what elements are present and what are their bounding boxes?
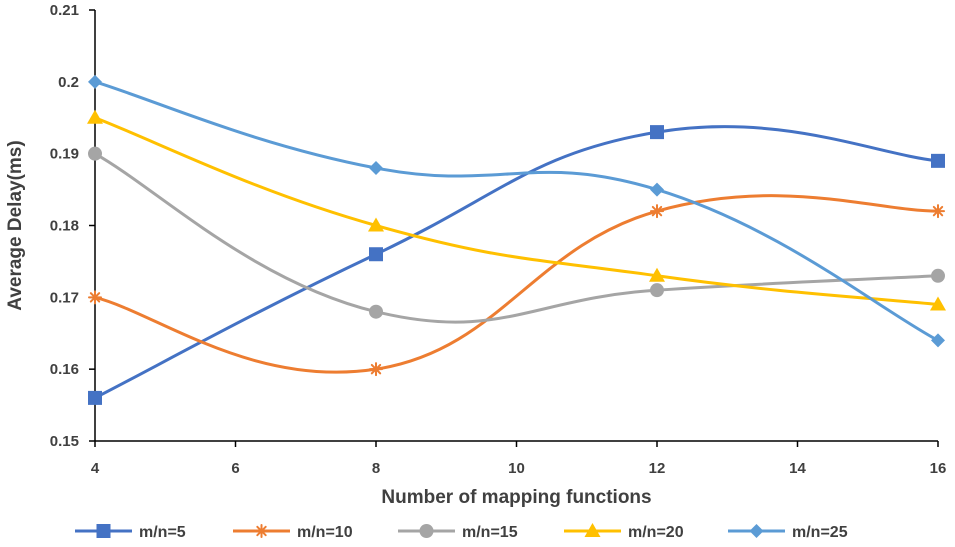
legend-label-m-n-10: m/n=10 <box>297 524 353 541</box>
data-point-m-n-25-x12 <box>650 182 664 197</box>
data-point-m-n-5-x16 <box>931 153 945 168</box>
y-tick-label: 0.19 <box>50 146 79 163</box>
data-point-m-n-5-x8 <box>369 247 383 262</box>
axes <box>94 10 938 442</box>
legend-item-m-n-20: m/n=20 <box>564 523 684 541</box>
series-m-n-15 <box>88 146 945 324</box>
data-point-m-n-10-x8 <box>369 362 383 377</box>
series-line-m-n-15 <box>94 152 939 324</box>
y-tick-label: 0.15 <box>50 433 79 450</box>
y-tick-label: 0.2 <box>58 74 79 91</box>
y-tick-label: 0.18 <box>50 218 79 235</box>
data-point-m-n-10-x4 <box>88 290 102 305</box>
y-axis-label: Average Delay(ms) <box>5 140 26 310</box>
legend-label-m-n-25: m/n=25 <box>792 524 848 541</box>
data-point-m-n-20-x8 <box>368 217 384 232</box>
x-tick-label: 14 <box>789 460 806 477</box>
series-line-m-n-25 <box>94 80 939 342</box>
legend: m/n=5 m/n=10 m/n=15 m/n=20 m/n=25 <box>75 523 848 541</box>
legend-marker-m-n-15 <box>419 524 434 538</box>
y-axis-ticks: 0.15 0.16 0.17 0.18 0.19 0.2 0.21 <box>50 2 95 450</box>
legend-item-m-n-25: m/n=25 <box>728 524 848 541</box>
legend-item-m-n-15: m/n=15 <box>398 524 518 541</box>
series-m-n-25 <box>88 74 945 348</box>
data-point-m-n-20-x4 <box>87 109 103 124</box>
x-axis-label: Number of mapping functions <box>381 487 651 508</box>
series-m-n-20 <box>87 109 946 311</box>
x-tick-label: 10 <box>508 460 525 477</box>
data-point-m-n-15-x16 <box>931 268 945 283</box>
data-point-m-n-15-x4 <box>88 146 102 161</box>
y-tick-label: 0.16 <box>50 361 79 378</box>
legend-label-m-n-5: m/n=5 <box>139 524 186 541</box>
series-m-n-5 <box>88 125 945 405</box>
legend-marker-m-n-25 <box>749 524 764 538</box>
data-point-m-n-25-x4 <box>88 74 102 89</box>
legend-item-m-n-10: m/n=10 <box>233 524 353 541</box>
y-tick-label: 0.21 <box>50 2 79 19</box>
data-point-m-n-20-x16 <box>930 296 946 311</box>
data-point-m-n-15-x12 <box>650 283 664 298</box>
x-tick-label: 4 <box>91 460 100 477</box>
data-point-m-n-10-x12 <box>650 204 664 219</box>
data-point-m-n-25-x16 <box>931 333 945 348</box>
data-point-m-n-10-x16 <box>931 204 945 219</box>
series-group <box>87 74 946 405</box>
x-tick-label: 8 <box>372 460 380 477</box>
legend-marker-m-n-5 <box>96 524 111 538</box>
x-tick-label: 12 <box>649 460 666 477</box>
legend-label-m-n-15: m/n=15 <box>462 524 518 541</box>
series-line-m-n-20 <box>94 116 939 307</box>
data-point-m-n-15-x8 <box>369 304 383 319</box>
legend-item-m-n-5: m/n=5 <box>75 524 186 541</box>
data-point-m-n-25-x8 <box>369 161 383 176</box>
data-point-m-n-5-x4 <box>88 390 102 405</box>
x-tick-label: 6 <box>231 460 239 477</box>
x-tick-label: 16 <box>930 460 947 477</box>
legend-label-m-n-20: m/n=20 <box>628 524 684 541</box>
series-m-n-10 <box>88 194 945 377</box>
series-line-m-n-5 <box>94 125 939 400</box>
data-point-m-n-5-x12 <box>650 125 664 140</box>
data-point-m-n-20-x12 <box>649 267 665 282</box>
legend-marker-m-n-20 <box>584 523 601 537</box>
y-tick-label: 0.17 <box>50 289 79 306</box>
series-line-m-n-10 <box>94 194 939 374</box>
x-axis-ticks: 4 6 8 10 12 14 16 <box>91 441 947 477</box>
legend-marker-m-n-10 <box>254 524 269 538</box>
